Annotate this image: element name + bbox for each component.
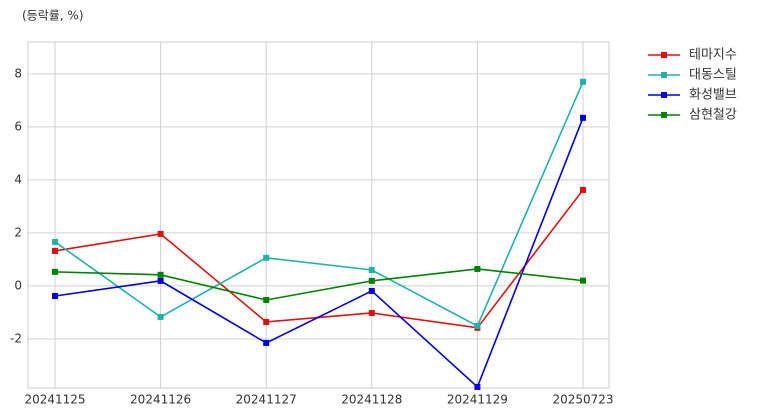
- marker: [263, 339, 270, 346]
- marker: [474, 322, 481, 329]
- marker: [157, 313, 164, 320]
- marker: [580, 78, 586, 85]
- y-tick-label: 2: [14, 225, 22, 239]
- y-tick-label: 6: [14, 119, 22, 133]
- marker: [368, 287, 375, 294]
- marker: [52, 247, 58, 254]
- x-tick-label: 20241125: [24, 393, 85, 407]
- marker: [52, 238, 58, 245]
- marker: [368, 277, 375, 284]
- marker: [263, 318, 270, 325]
- y-tick-label: 0: [14, 278, 22, 292]
- x-tick-label: 20250723: [552, 393, 613, 407]
- y-tick-label: 8: [14, 66, 22, 80]
- legend-label: 삼현철강: [689, 108, 737, 123]
- legend-marker: [661, 92, 667, 98]
- series-line: [54, 117, 584, 389]
- marker: [157, 230, 164, 237]
- x-tick-label: 20241126: [130, 393, 191, 407]
- marker: [52, 268, 58, 275]
- marker: [52, 292, 58, 299]
- legend-label: 테마지수: [689, 48, 737, 63]
- legend-marker: [661, 112, 667, 118]
- x-tick-label: 20241127: [236, 393, 297, 407]
- y-tick-label: -2: [10, 331, 22, 345]
- marker: [368, 309, 375, 316]
- legend-label: 화성밸브: [689, 88, 737, 103]
- marker: [157, 277, 164, 284]
- marker: [580, 277, 586, 284]
- series-line: [54, 81, 584, 328]
- chart-title: (등락률, %): [22, 9, 84, 23]
- x-tick-label: 20241129: [447, 393, 508, 407]
- series-line: [54, 268, 584, 301]
- x-tick-label: 20241128: [341, 393, 402, 407]
- marker: [368, 267, 375, 274]
- marker: [157, 271, 164, 278]
- marker: [263, 254, 270, 261]
- legend-label: 대동스틸: [689, 68, 737, 83]
- marker: [474, 265, 481, 272]
- marker: [263, 296, 270, 303]
- marker: [474, 383, 481, 390]
- legend-marker: [661, 72, 667, 78]
- marker: [580, 186, 586, 193]
- y-tick-label: 4: [14, 172, 22, 186]
- plot-frame: [27, 41, 610, 389]
- legend-marker: [661, 52, 667, 58]
- marker: [580, 114, 586, 121]
